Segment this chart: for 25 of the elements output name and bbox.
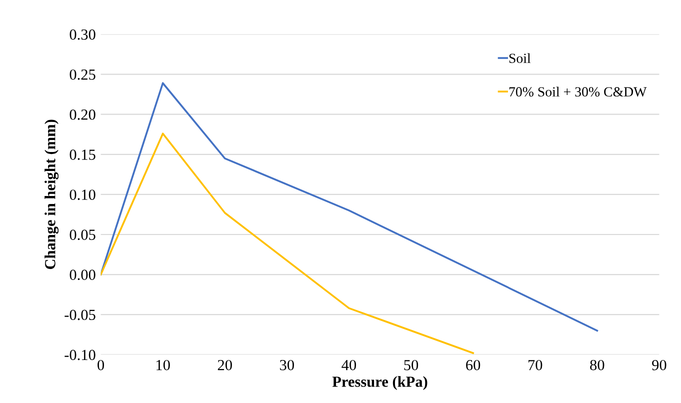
y-tick-label: 0.30 <box>70 29 96 40</box>
line-series <box>100 132 474 354</box>
y-tick-label: -0.05 <box>64 310 96 320</box>
y-tick-label: 0.00 <box>70 270 96 280</box>
y-tick-label: 0.10 <box>70 190 96 200</box>
x-axis-title: Pressure (kPa) <box>332 376 428 390</box>
x-tick-label: 80 <box>590 360 604 370</box>
x-tick-label: 90 <box>652 360 666 370</box>
x-tick-label: 50 <box>404 360 418 370</box>
x-tick-label: 40 <box>342 360 356 370</box>
y-tick-label: 0.05 <box>70 230 96 240</box>
legend-label: Soil <box>509 53 531 64</box>
x-tick-label: 0 <box>98 360 104 370</box>
y-tick-label: 0.25 <box>70 69 96 80</box>
line-series <box>100 82 598 332</box>
y-tick-label: -0.10 <box>64 350 96 360</box>
x-tick-label: 10 <box>156 360 170 370</box>
x-tick-label: 70 <box>528 360 542 370</box>
x-tick-label: 30 <box>280 360 294 370</box>
x-tick-label: 60 <box>466 360 480 370</box>
legend-label: 70% Soil + 30% C&DW <box>509 86 647 97</box>
x-tick-label: 20 <box>218 360 232 370</box>
y-axis-title: Change in height (mm) <box>44 120 59 270</box>
y-tick-label: 0.15 <box>70 150 96 160</box>
y-tick-label: 0.20 <box>70 109 96 120</box>
